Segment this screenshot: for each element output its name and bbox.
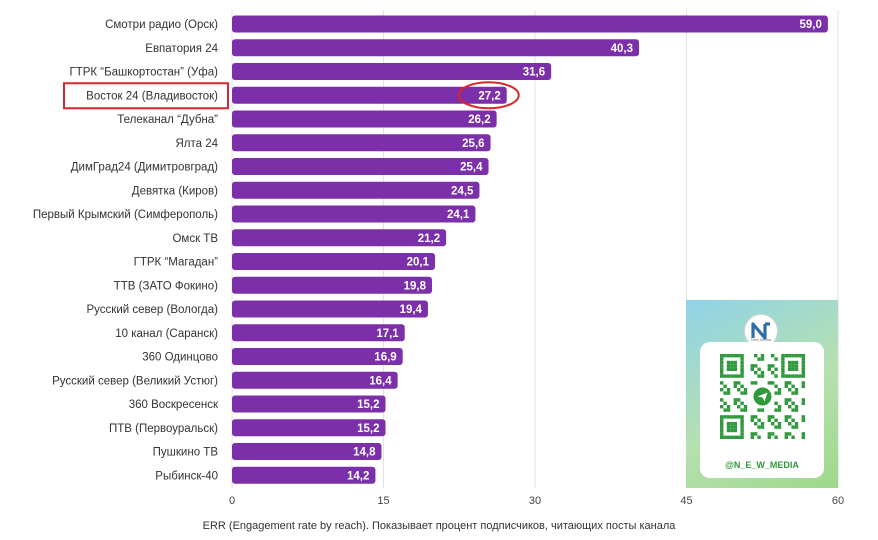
category-label: ГТРК “Башкортостан” (Уфа) [69,67,218,79]
data-label: 27,2 [478,90,500,102]
bar [232,134,491,152]
x-axis-ticks: 0 15 30 45 60 [229,495,844,507]
bar [232,253,436,270]
category-label: Рыбинск-40 [155,470,218,482]
data-label: 19,4 [400,304,423,316]
category-label: Телеканал “Дубна” [117,114,218,126]
data-label: 19,8 [404,280,427,292]
bar [232,205,476,223]
highlight-circle [457,81,520,110]
data-label: 16,9 [374,352,396,364]
category-label: 360 Воскресенск [129,399,219,411]
category-label: ГТРК “Магадан” [134,257,219,269]
bar [232,181,480,199]
bar [232,15,828,33]
data-label: 15,2 [357,423,379,435]
bar [232,229,447,247]
bar [232,443,382,460]
category-label: Русский север (Великий Устюг) [52,375,218,387]
bars [232,15,828,484]
category-label: 10 канал (Саранск) [115,328,218,340]
channel-handle: @N_E_W_MEDIA [725,460,799,470]
category-label: Первый Крымский (Симферополь) [33,209,218,221]
data-label: 24,5 [451,185,474,197]
bar [232,466,376,484]
bar [232,300,428,318]
data-label: 14,2 [347,470,369,482]
bar [232,395,386,413]
bar [232,86,507,104]
data-label: 21,2 [418,233,440,245]
highlight-box [63,82,229,110]
category-label: Ялта 24 [175,138,218,150]
bar [232,324,405,342]
data-label: 26,2 [468,114,490,126]
x-tick-label: 15 [377,495,389,507]
data-label: 20,1 [407,257,430,269]
bar [232,158,489,175]
bar [232,39,640,57]
qr-panel: @N_E_W_MEDIA [700,342,824,478]
bar [232,348,403,365]
data-label: 14,8 [353,447,376,459]
qr-code-icon [720,354,805,439]
x-tick-label: 60 [832,495,844,507]
data-label: 15,2 [357,399,379,411]
data-label: 40,3 [611,43,633,55]
category-label: Евпатория 24 [145,43,218,55]
data-label: 31,6 [523,67,545,79]
highlight-annotations [63,81,520,110]
category-labels: Смотри радио (Орск) Евпатория 24 ГТРК “Баш… [33,19,219,482]
logo-text: New Media [750,337,771,342]
bar [232,63,552,80]
category-label: Восток 24 (Владивосток) [86,90,218,102]
x-tick-label: 45 [680,495,692,507]
data-label: 59,0 [800,19,822,31]
bar [232,276,432,294]
bar [232,110,497,128]
category-label: Девятка (Киров) [132,185,218,197]
category-label: Русский север (Вологда) [87,304,219,316]
category-label: ДимГрад24 (Димитровград) [71,162,218,174]
x-axis-caption: ERR (Engagement rate by reach). Показыва… [202,520,676,532]
category-label: ТТВ (ЗАТО Фокино) [114,280,218,292]
category-label: Пушкино ТВ [153,447,219,459]
bar [232,419,386,437]
data-label: 25,6 [462,138,484,150]
category-label: Смотри радио (Орск) [105,19,218,31]
data-label: 16,4 [369,375,392,387]
data-label: 17,1 [376,328,399,340]
x-tick-label: 0 [229,495,235,507]
data-label: 25,4 [460,162,483,174]
new-media-watermark: New Media @N_E_W_MEDIA [686,300,838,488]
category-label: ПТВ (Первоуральск) [109,423,218,435]
category-label: Омск ТВ [172,233,218,245]
x-tick-label: 30 [529,495,541,507]
category-label: 360 Одинцово [142,352,218,364]
bar [232,371,398,389]
value-labels: 59,0 40,3 31,6 27,2 26,2 25,6 25,4 24,5 24,1 21,2… [347,19,822,482]
data-label: 24,1 [447,209,470,221]
